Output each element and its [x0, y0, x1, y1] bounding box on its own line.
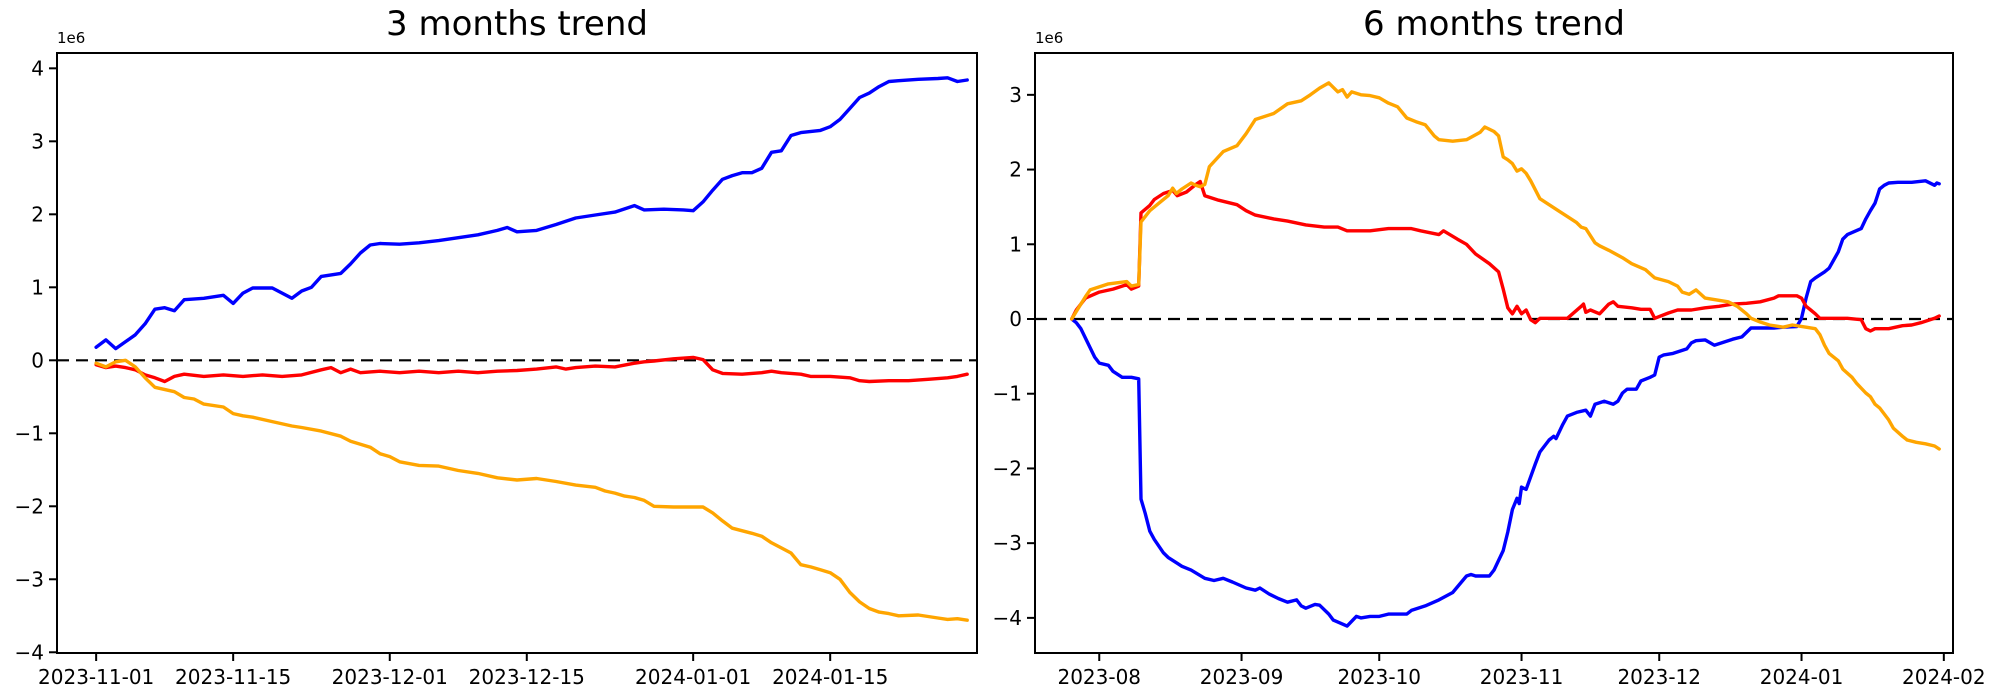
x-tick-label: 2024-01 — [1760, 665, 1844, 689]
x-tick-label: 2024-01-15 — [772, 665, 888, 689]
x-tick-label: 2023-11-01 — [38, 665, 154, 689]
y-tick-label: −2 — [15, 494, 44, 518]
orange-series-line — [1069, 81, 1941, 451]
y-tick-label: −3 — [993, 531, 1022, 555]
x-tick-label: 2023-12-01 — [332, 665, 448, 689]
y-tick-label: 0 — [1009, 307, 1022, 331]
y-tick-label: −3 — [15, 567, 44, 591]
orange-series-line — [94, 358, 969, 622]
x-tick-label: 2023-12 — [1617, 665, 1701, 689]
x-tick-label: 2023-10 — [1337, 665, 1421, 689]
x-tick-label: 2023-11 — [1480, 665, 1564, 689]
x-tick-label: 2023-12-15 — [469, 665, 585, 689]
y-tick-label: −1 — [993, 382, 1022, 406]
red-series-line — [1069, 179, 1941, 333]
axes-box — [1034, 52, 1954, 654]
y-tick-label: −4 — [993, 606, 1022, 630]
blue-series-line — [1069, 179, 1941, 628]
axes-box — [56, 52, 978, 654]
left-y-axis-offset-label: 1e6 — [57, 29, 86, 47]
y-tick-label: −4 — [15, 640, 44, 664]
y-tick-label: 1 — [1009, 232, 1022, 256]
x-tick-label: 2023-11-15 — [175, 665, 291, 689]
left-chart-title: 3 months trend — [386, 4, 648, 44]
right-chart-title: 6 months trend — [1363, 4, 1625, 44]
y-tick-label: −2 — [993, 456, 1022, 480]
blue-series-line — [94, 76, 969, 351]
x-tick-label: 2024-01-01 — [635, 665, 751, 689]
y-tick-label: 3 — [1009, 83, 1022, 107]
x-tick-label: 2024-02 — [1902, 665, 1986, 689]
right-y-axis-offset-label: 1e6 — [1035, 29, 1064, 47]
y-tick-label: 3 — [31, 129, 44, 153]
x-tick-label: 2023-09 — [1200, 665, 1284, 689]
y-tick-label: 2 — [1009, 158, 1022, 182]
y-tick-label: −1 — [15, 421, 44, 445]
x-tick-label: 2023-08 — [1057, 665, 1141, 689]
red-series-line — [94, 355, 969, 384]
y-tick-label: 4 — [31, 56, 44, 80]
y-tick-label: 0 — [31, 348, 44, 372]
y-tick-label: 1 — [31, 275, 44, 299]
y-tick-label: 2 — [31, 202, 44, 226]
